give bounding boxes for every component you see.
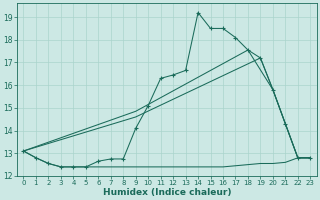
X-axis label: Humidex (Indice chaleur): Humidex (Indice chaleur) xyxy=(103,188,231,197)
